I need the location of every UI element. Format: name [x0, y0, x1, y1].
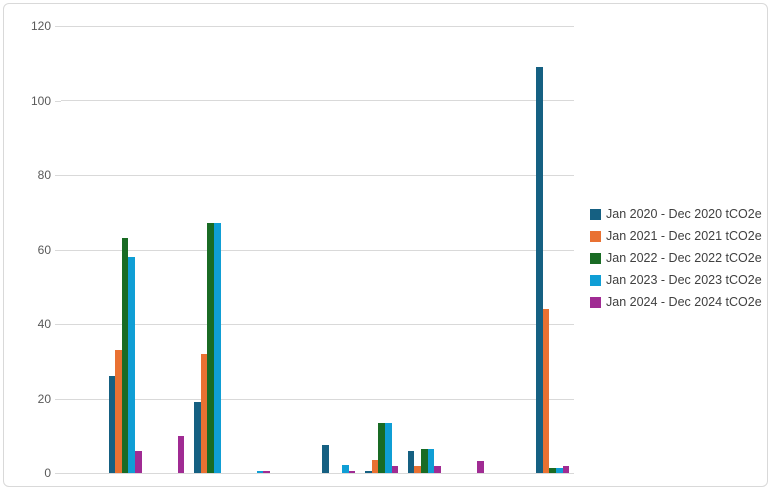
y-axis-tick [55, 473, 61, 474]
legend-swatch-icon [590, 296, 601, 308]
category-group [147, 26, 190, 473]
y-axis-tick-label: 120 [30, 19, 51, 33]
bar-series-2[interactable] [542, 309, 550, 473]
gridline [61, 100, 574, 102]
legend: Jan 2020 - Dec 2020 tCO2e Jan 2021 - Dec … [590, 207, 762, 309]
legend-item[interactable]: Jan 2020 - Dec 2020 tCO2e [590, 207, 762, 221]
y-axis-tick-label: 80 [37, 168, 51, 182]
category-group [104, 26, 147, 473]
legend-label: Jan 2023 - Dec 2023 tCO2e [606, 273, 762, 287]
bar-series-1[interactable] [536, 66, 543, 473]
bar-series-4[interactable] [427, 448, 435, 473]
y-axis-tick-label: 100 [30, 94, 51, 108]
bar-series-1[interactable] [108, 376, 116, 473]
category-group [531, 26, 574, 473]
category-group [446, 26, 489, 473]
gridline [61, 323, 574, 325]
legend-item[interactable]: Jan 2023 - Dec 2023 tCO2e [590, 273, 762, 287]
gridline [61, 249, 574, 251]
bar-series-4[interactable] [256, 470, 264, 473]
bar-series-5[interactable] [263, 470, 270, 473]
bar-series-2[interactable] [414, 465, 422, 473]
category-group [275, 26, 318, 473]
plot-area [61, 26, 574, 474]
legend-item[interactable]: Jan 2021 - Dec 2021 tCO2e [590, 229, 762, 243]
bar-series-5[interactable] [434, 465, 441, 473]
bar-series-3[interactable] [378, 423, 385, 473]
category-group [232, 26, 275, 473]
bar-series-1[interactable] [194, 402, 201, 473]
bar-groups [61, 26, 574, 473]
bar-series-1[interactable] [407, 451, 415, 473]
y-axis-tick [55, 250, 61, 251]
gridline [61, 174, 574, 176]
category-group [189, 26, 232, 473]
bar-series-5[interactable] [348, 471, 356, 473]
category-group [318, 26, 361, 473]
gridline [61, 26, 574, 27]
bar-series-2[interactable] [371, 460, 379, 473]
y-axis-tick-label: 40 [37, 317, 51, 331]
bar-series-5[interactable] [177, 435, 185, 473]
legend-item[interactable]: Jan 2024 - Dec 2024 tCO2e [590, 295, 762, 309]
y-axis-tick-label: 20 [37, 392, 51, 406]
y-axis-tick [55, 399, 61, 400]
bar-series-5[interactable] [391, 465, 399, 473]
y-axis-tick [55, 101, 61, 102]
legend-label: Jan 2020 - Dec 2020 tCO2e [606, 207, 762, 221]
category-group [403, 26, 446, 473]
y-axis-tick [55, 324, 61, 325]
bar-series-4[interactable] [384, 423, 392, 473]
bar-series-5[interactable] [562, 465, 570, 473]
bar-series-4[interactable] [128, 256, 136, 473]
bar-series-2[interactable] [115, 350, 122, 473]
gridline [61, 398, 574, 400]
bar-series-1[interactable] [322, 444, 329, 473]
category-group [489, 26, 532, 473]
y-axis-tick-label: 60 [37, 243, 51, 257]
bar-series-5[interactable] [135, 450, 142, 473]
legend-label: Jan 2021 - Dec 2021 tCO2e [606, 229, 762, 243]
legend-swatch-icon [590, 230, 601, 242]
gridline [61, 473, 574, 474]
legend-swatch-icon [590, 208, 601, 220]
y-axis-tick [55, 175, 61, 176]
legend-swatch-icon [590, 252, 601, 264]
bar-series-3[interactable] [121, 238, 129, 473]
chart: 120 100 80 60 40 20 0 Jan 2020 - Dec 2020 tCO2… [3, 3, 768, 487]
bar-series-3[interactable] [421, 449, 428, 473]
legend-item[interactable]: Jan 2022 - Dec 2022 tCO2e [590, 251, 762, 265]
legend-label: Jan 2022 - Dec 2022 tCO2e [606, 251, 762, 265]
y-axis-tick [55, 26, 61, 27]
bar-series-4[interactable] [213, 223, 221, 473]
bar-series-4[interactable] [555, 468, 563, 473]
bar-series-1[interactable] [365, 471, 372, 473]
legend-label: Jan 2024 - Dec 2024 tCO2e [606, 295, 762, 309]
bar-series-3[interactable] [207, 223, 214, 473]
bar-series-3[interactable] [549, 468, 556, 473]
bar-series-5[interactable] [477, 460, 484, 473]
legend-swatch-icon [590, 274, 601, 286]
category-group [61, 26, 104, 473]
bar-series-2[interactable] [200, 353, 208, 473]
y-axis-tick-label: 0 [44, 466, 51, 480]
bar-series-4[interactable] [342, 464, 349, 473]
category-group [360, 26, 403, 473]
